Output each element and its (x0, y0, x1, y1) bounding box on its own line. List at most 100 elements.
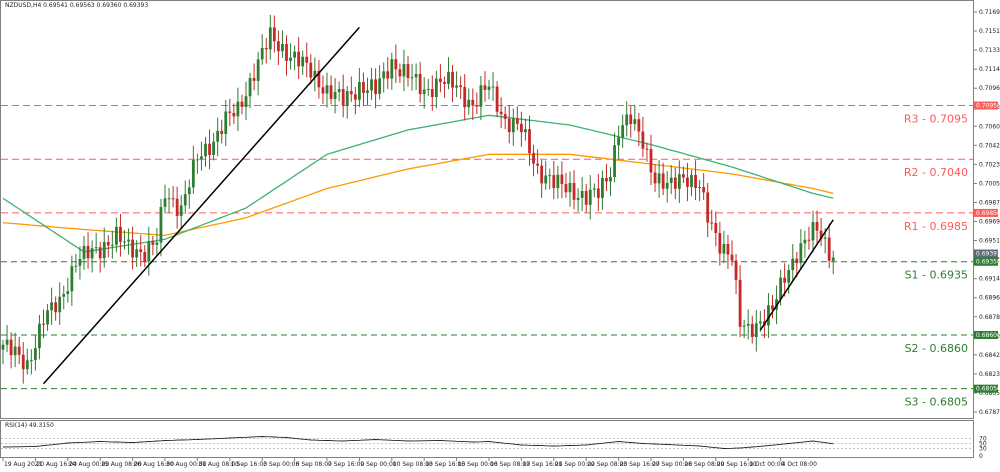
candle-body (467, 99, 471, 108)
candle-body (86, 245, 90, 259)
level-price-tag-label: 0.69850 (976, 210, 1000, 217)
candle-body (1, 344, 5, 350)
candle-body (827, 237, 831, 261)
candle-body (252, 77, 256, 81)
candle-body (9, 339, 13, 356)
candle-body (596, 188, 600, 198)
candle-body (353, 94, 357, 100)
candle-body (637, 119, 641, 132)
candle-body (13, 346, 17, 356)
candle-body (690, 174, 693, 187)
candle-body (479, 85, 483, 107)
candle-body (216, 130, 220, 142)
candle-body (187, 187, 191, 195)
candle-body (625, 114, 629, 126)
candle-body (25, 360, 29, 370)
level-price-tag-label: 0.70950 (976, 103, 1000, 110)
level-label-r1: R1 - 0.6985 (904, 220, 968, 233)
candle-body (657, 173, 661, 184)
candle-body (758, 321, 762, 324)
level-label-s1: S1 - 0.6935 (905, 269, 968, 282)
candle-body (443, 81, 446, 84)
candle-body (463, 87, 467, 108)
time-tick-label: 27 Sep 00:00 (652, 461, 692, 468)
candle-body (394, 59, 398, 70)
time-tick-label: 30 Aug 00:00 (166, 461, 207, 468)
candle-body (58, 296, 62, 313)
candle-body (264, 47, 268, 50)
candle-body (491, 86, 495, 88)
candle-body (232, 112, 236, 117)
candle-body (483, 85, 487, 90)
candle-body (34, 348, 37, 361)
candle-body (212, 141, 215, 155)
candle-body (289, 57, 292, 62)
candle-body (143, 251, 147, 262)
candle-body (613, 145, 616, 178)
level-price-tag-label: 0.68050 (976, 386, 1000, 393)
candle-body (329, 85, 333, 100)
candle-body (694, 174, 697, 189)
candle-body (779, 277, 782, 300)
candle-body (171, 198, 175, 200)
candle-body (374, 79, 377, 94)
candle-body (50, 302, 53, 311)
candle-body (520, 123, 523, 133)
moving-average-slow (2, 153, 834, 237)
candle-body (544, 175, 548, 184)
candle-body (548, 175, 552, 177)
time-tick-label: 31 Aug 08:00 (198, 461, 239, 468)
rsi-tick-label: 70 (979, 436, 987, 443)
level-label-r3: R3 - 0.7095 (904, 113, 968, 126)
candle-body (62, 294, 66, 297)
current-price-tag-label: 0.69393 (976, 251, 1000, 258)
candle-body (349, 91, 353, 95)
candle-body (686, 177, 689, 187)
price-tick-label: 0.70055 (979, 180, 1000, 187)
candle-body (256, 59, 260, 81)
candle-body (439, 78, 442, 82)
candle-body (576, 197, 580, 200)
candle-body (515, 118, 519, 124)
candle-body (74, 265, 78, 267)
level-label-s2: S2 - 0.6860 (905, 342, 968, 355)
candle-body (151, 241, 155, 245)
candle-body (42, 323, 45, 325)
candle-body (831, 257, 835, 261)
candle-body (139, 249, 143, 252)
candle-body (815, 222, 819, 231)
candle-body (321, 87, 325, 94)
rsi-tick-label: 50 (979, 441, 987, 448)
price-tick-label: 0.68055 (979, 390, 1000, 397)
candle-body (414, 73, 418, 78)
candle-body (669, 177, 673, 184)
candle-body (228, 111, 232, 113)
candles-layer (1, 14, 835, 384)
candle-body (722, 243, 726, 254)
candle-body (791, 258, 795, 271)
candle-body (511, 118, 515, 133)
candle-body (702, 187, 706, 193)
candle-body (370, 79, 373, 91)
price-tick-label: 0.69145 (979, 276, 1000, 283)
candle-body (584, 191, 588, 205)
price-tick-label: 0.67875 (979, 409, 1000, 416)
candle-body (633, 119, 637, 125)
time-tick-label: 17 Sep 16:00 (522, 461, 562, 468)
candle-body (167, 198, 171, 200)
candle-body (540, 165, 544, 184)
time-tick-label: 9 Sep 00:00 (360, 461, 396, 468)
candle-body (46, 310, 49, 325)
candle-body (677, 174, 681, 189)
time-tick-label: 10 Sep 08:00 (393, 461, 433, 468)
candle-body (714, 222, 718, 234)
rsi-panel-frame (0, 420, 974, 458)
candle-body (524, 129, 527, 133)
candle-body (418, 73, 422, 95)
rsi-tick-label: 0 (979, 453, 983, 460)
